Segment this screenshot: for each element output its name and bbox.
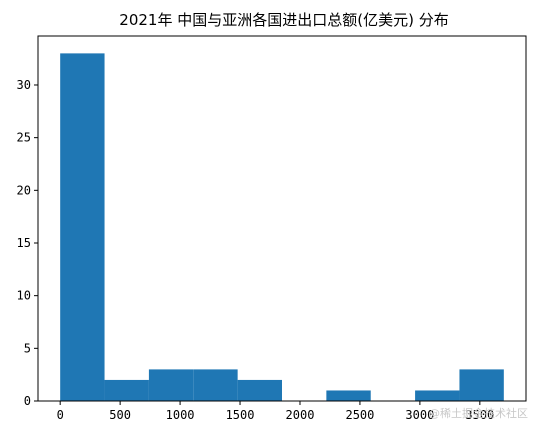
histogram-bar (60, 53, 105, 401)
y-axis-ticks: 0 5 10 15 20 25 30 (17, 78, 38, 408)
y-tick-label: 25 (17, 131, 31, 145)
x-tick-label: 0 (57, 408, 64, 422)
x-tick-label: 500 (109, 408, 131, 422)
y-tick-label: 10 (17, 289, 31, 303)
histogram-bar (193, 369, 238, 401)
x-tick-label: 1000 (166, 408, 195, 422)
histogram-bar (237, 379, 282, 401)
y-tick-label: 5 (24, 341, 31, 355)
histogram-bar (104, 379, 149, 401)
y-tick-label: 0 (24, 394, 31, 408)
y-tick-label: 20 (17, 183, 31, 197)
x-tick-label: 2000 (286, 408, 315, 422)
chart-title: 2021年 中国与亚洲各国进出口总额(亿美元) 分布 (119, 11, 448, 29)
histogram-bar (148, 369, 194, 401)
plot-frame (37, 35, 527, 402)
bars-group (60, 53, 504, 401)
x-tick-label: 3500 (465, 408, 494, 422)
histogram-bar (415, 390, 460, 401)
x-tick-label: 1500 (226, 408, 255, 422)
x-tick-label: 3000 (405, 408, 434, 422)
y-tick-label: 15 (17, 236, 31, 250)
histogram-bar (459, 369, 504, 401)
x-tick-label: 2500 (345, 408, 374, 422)
watermark-text: @稀土掘金技术社区 (429, 406, 528, 420)
histogram-bar (326, 390, 371, 401)
x-axis-ticks: 0 500 1000 1500 2000 2500 3000 3500 (57, 401, 494, 422)
y-tick-label: 30 (17, 78, 31, 92)
